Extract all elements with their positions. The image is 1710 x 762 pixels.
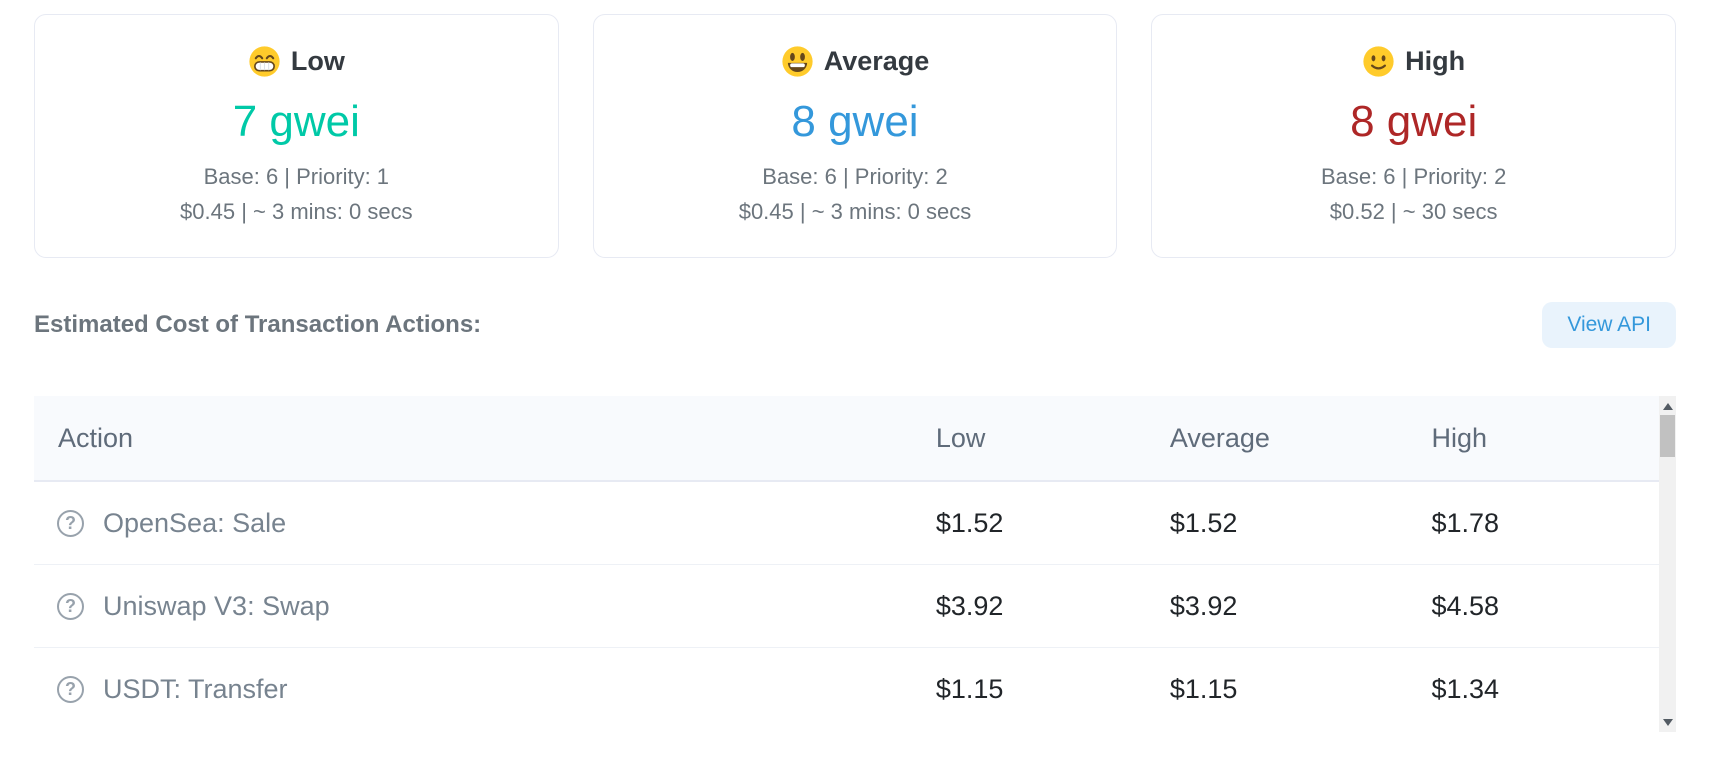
- gas-card-low-title: Low: [248, 45, 345, 78]
- gas-card-low: Low 7 gwei Base: 6 | Priority: 1 $0.45 |…: [34, 14, 559, 258]
- actions-table-inner: Action Low Average High ? OpenSea: Sale …: [34, 396, 1659, 731]
- gas-card-average-title: Average: [781, 45, 930, 78]
- action-label: OpenSea: Sale: [103, 507, 287, 538]
- gas-card-low-cost-time: $0.45 | ~ 3 mins: 0 secs: [180, 199, 413, 225]
- table-row: ? USDT: Transfer $1.15 $1.15 $1.34: [34, 648, 1659, 731]
- scrollbar-down-arrow-icon[interactable]: [1659, 715, 1676, 729]
- gas-cards-row: Low 7 gwei Base: 6 | Priority: 1 $0.45 |…: [34, 14, 1676, 258]
- gas-card-average-cost-time: $0.45 | ~ 3 mins: 0 secs: [738, 199, 972, 225]
- gas-card-average-base-priority: Base: 6 | Priority: 2: [762, 164, 948, 190]
- high-value: $1.78: [1431, 507, 1500, 538]
- gas-card-high-label: High: [1405, 46, 1466, 76]
- help-icon[interactable]: ?: [57, 509, 84, 537]
- high-value: $1.34: [1431, 674, 1500, 704]
- gas-card-average: Average 8 gwei Base: 6 | Priority: 2 $0.…: [592, 14, 1118, 258]
- table-row: ? Uniswap V3: Swap $3.92 $3.92 $4.58: [34, 565, 1659, 648]
- action-cell: ? Uniswap V3: Swap: [34, 591, 936, 622]
- section-header-row: Estimated Cost of Transaction Actions: V…: [34, 302, 1676, 348]
- gas-card-average-gwei: 8 gwei: [791, 97, 919, 146]
- table-scrollbar[interactable]: [1659, 396, 1676, 732]
- column-header-average: Average: [1169, 422, 1270, 453]
- scrollbar-thumb[interactable]: [1660, 415, 1675, 457]
- action-cell: ? OpenSea: Sale: [34, 508, 936, 539]
- low-value: $1.15: [935, 674, 1004, 704]
- high-value: $4.58: [1431, 590, 1500, 621]
- scrollbar-up-arrow-icon[interactable]: [1659, 399, 1676, 413]
- gas-tracker-page: Low 7 gwei Base: 6 | Priority: 1 $0.45 |…: [34, 14, 1676, 732]
- table-header-row: Action Low Average High: [34, 396, 1659, 482]
- grinning-face-emoji-icon: [782, 46, 813, 77]
- gas-card-high-title: High: [1362, 45, 1465, 78]
- help-icon[interactable]: ?: [57, 592, 84, 620]
- gas-card-low-gwei: 7 gwei: [232, 97, 360, 146]
- gas-card-low-base-priority: Base: 6 | Priority: 1: [203, 164, 390, 190]
- view-api-button[interactable]: View API: [1542, 302, 1676, 348]
- low-value: $1.52: [935, 507, 1004, 538]
- action-label: Uniswap V3: Swap: [103, 590, 330, 621]
- action-cell: ? USDT: Transfer: [34, 674, 936, 705]
- section-title: Estimated Cost of Transaction Actions:: [34, 311, 482, 338]
- table-row: ? OpenSea: Sale $1.52 $1.52 $1.78: [34, 482, 1659, 565]
- column-header-high: High: [1431, 422, 1488, 453]
- gas-card-high-base-priority: Base: 6 | Priority: 2: [1320, 164, 1507, 190]
- average-value: $3.92: [1169, 590, 1238, 621]
- column-header-low: Low: [935, 422, 986, 453]
- gas-card-high-gwei: 8 gwei: [1350, 97, 1478, 146]
- actions-table: Action Low Average High ? OpenSea: Sale …: [34, 396, 1676, 732]
- beaming-face-emoji-icon: [249, 46, 280, 77]
- average-value: $1.52: [1169, 507, 1238, 538]
- gas-card-low-label: Low: [290, 46, 345, 76]
- average-value: $1.15: [1169, 674, 1238, 704]
- gas-card-average-label: Average: [823, 46, 930, 76]
- help-icon[interactable]: ?: [57, 676, 84, 703]
- gas-card-high-cost-time: $0.52 | ~ 30 secs: [1329, 199, 1498, 225]
- low-value: $3.92: [935, 590, 1004, 621]
- action-label: USDT: Transfer: [103, 674, 288, 704]
- column-header-action: Action: [58, 422, 134, 453]
- slightly-smiling-face-emoji-icon: [1363, 46, 1394, 77]
- gas-card-high: High 8 gwei Base: 6 | Priority: 2 $0.52 …: [1151, 14, 1676, 258]
